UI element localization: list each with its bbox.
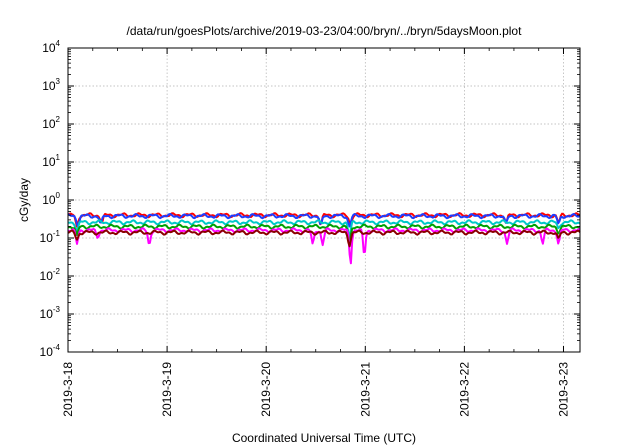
x-axis: 2019-3-18 2019-3-19 2019-3-20 2019-3-21 2019… [61,48,570,417]
x-tick-label: 2019-3-23 [556,362,570,417]
x-axis-label: Coordinated Universal Time (UTC) [232,431,416,445]
x-tick-label: 2019-3-22 [457,362,471,417]
x-tick-label: 2019-3-20 [259,362,273,417]
y-tick-label: 101 [42,153,60,169]
grid [67,48,580,352]
chart-title: /data/run/goesPlots/archive/2019-03-23/0… [127,24,523,38]
series-line [67,219,581,239]
x-tick-label: 2019-3-21 [358,362,372,417]
y-tick-label: 10-3 [40,305,61,321]
y-tick-label: 10-4 [40,343,61,359]
y-tick-label: 102 [42,115,60,131]
y-axis-label: cGy/day [17,178,31,222]
y-tick-label: 10-1 [40,229,61,245]
y-tick-label: 103 [42,77,60,93]
series-line [67,223,581,248]
x-tick-label: 2019-3-18 [61,362,75,417]
y-tick-label: 10-2 [40,267,61,283]
x-tick-label: 2019-3-19 [160,362,174,417]
y-tick-label: 100 [42,191,60,207]
series-layer [67,212,581,265]
y-axis: 10-4 10-3 10-2 10-1 100 101 102 103 104 [40,39,580,359]
series-line [67,213,581,228]
y-tick-label: 104 [42,39,60,55]
series-line [67,229,581,248]
